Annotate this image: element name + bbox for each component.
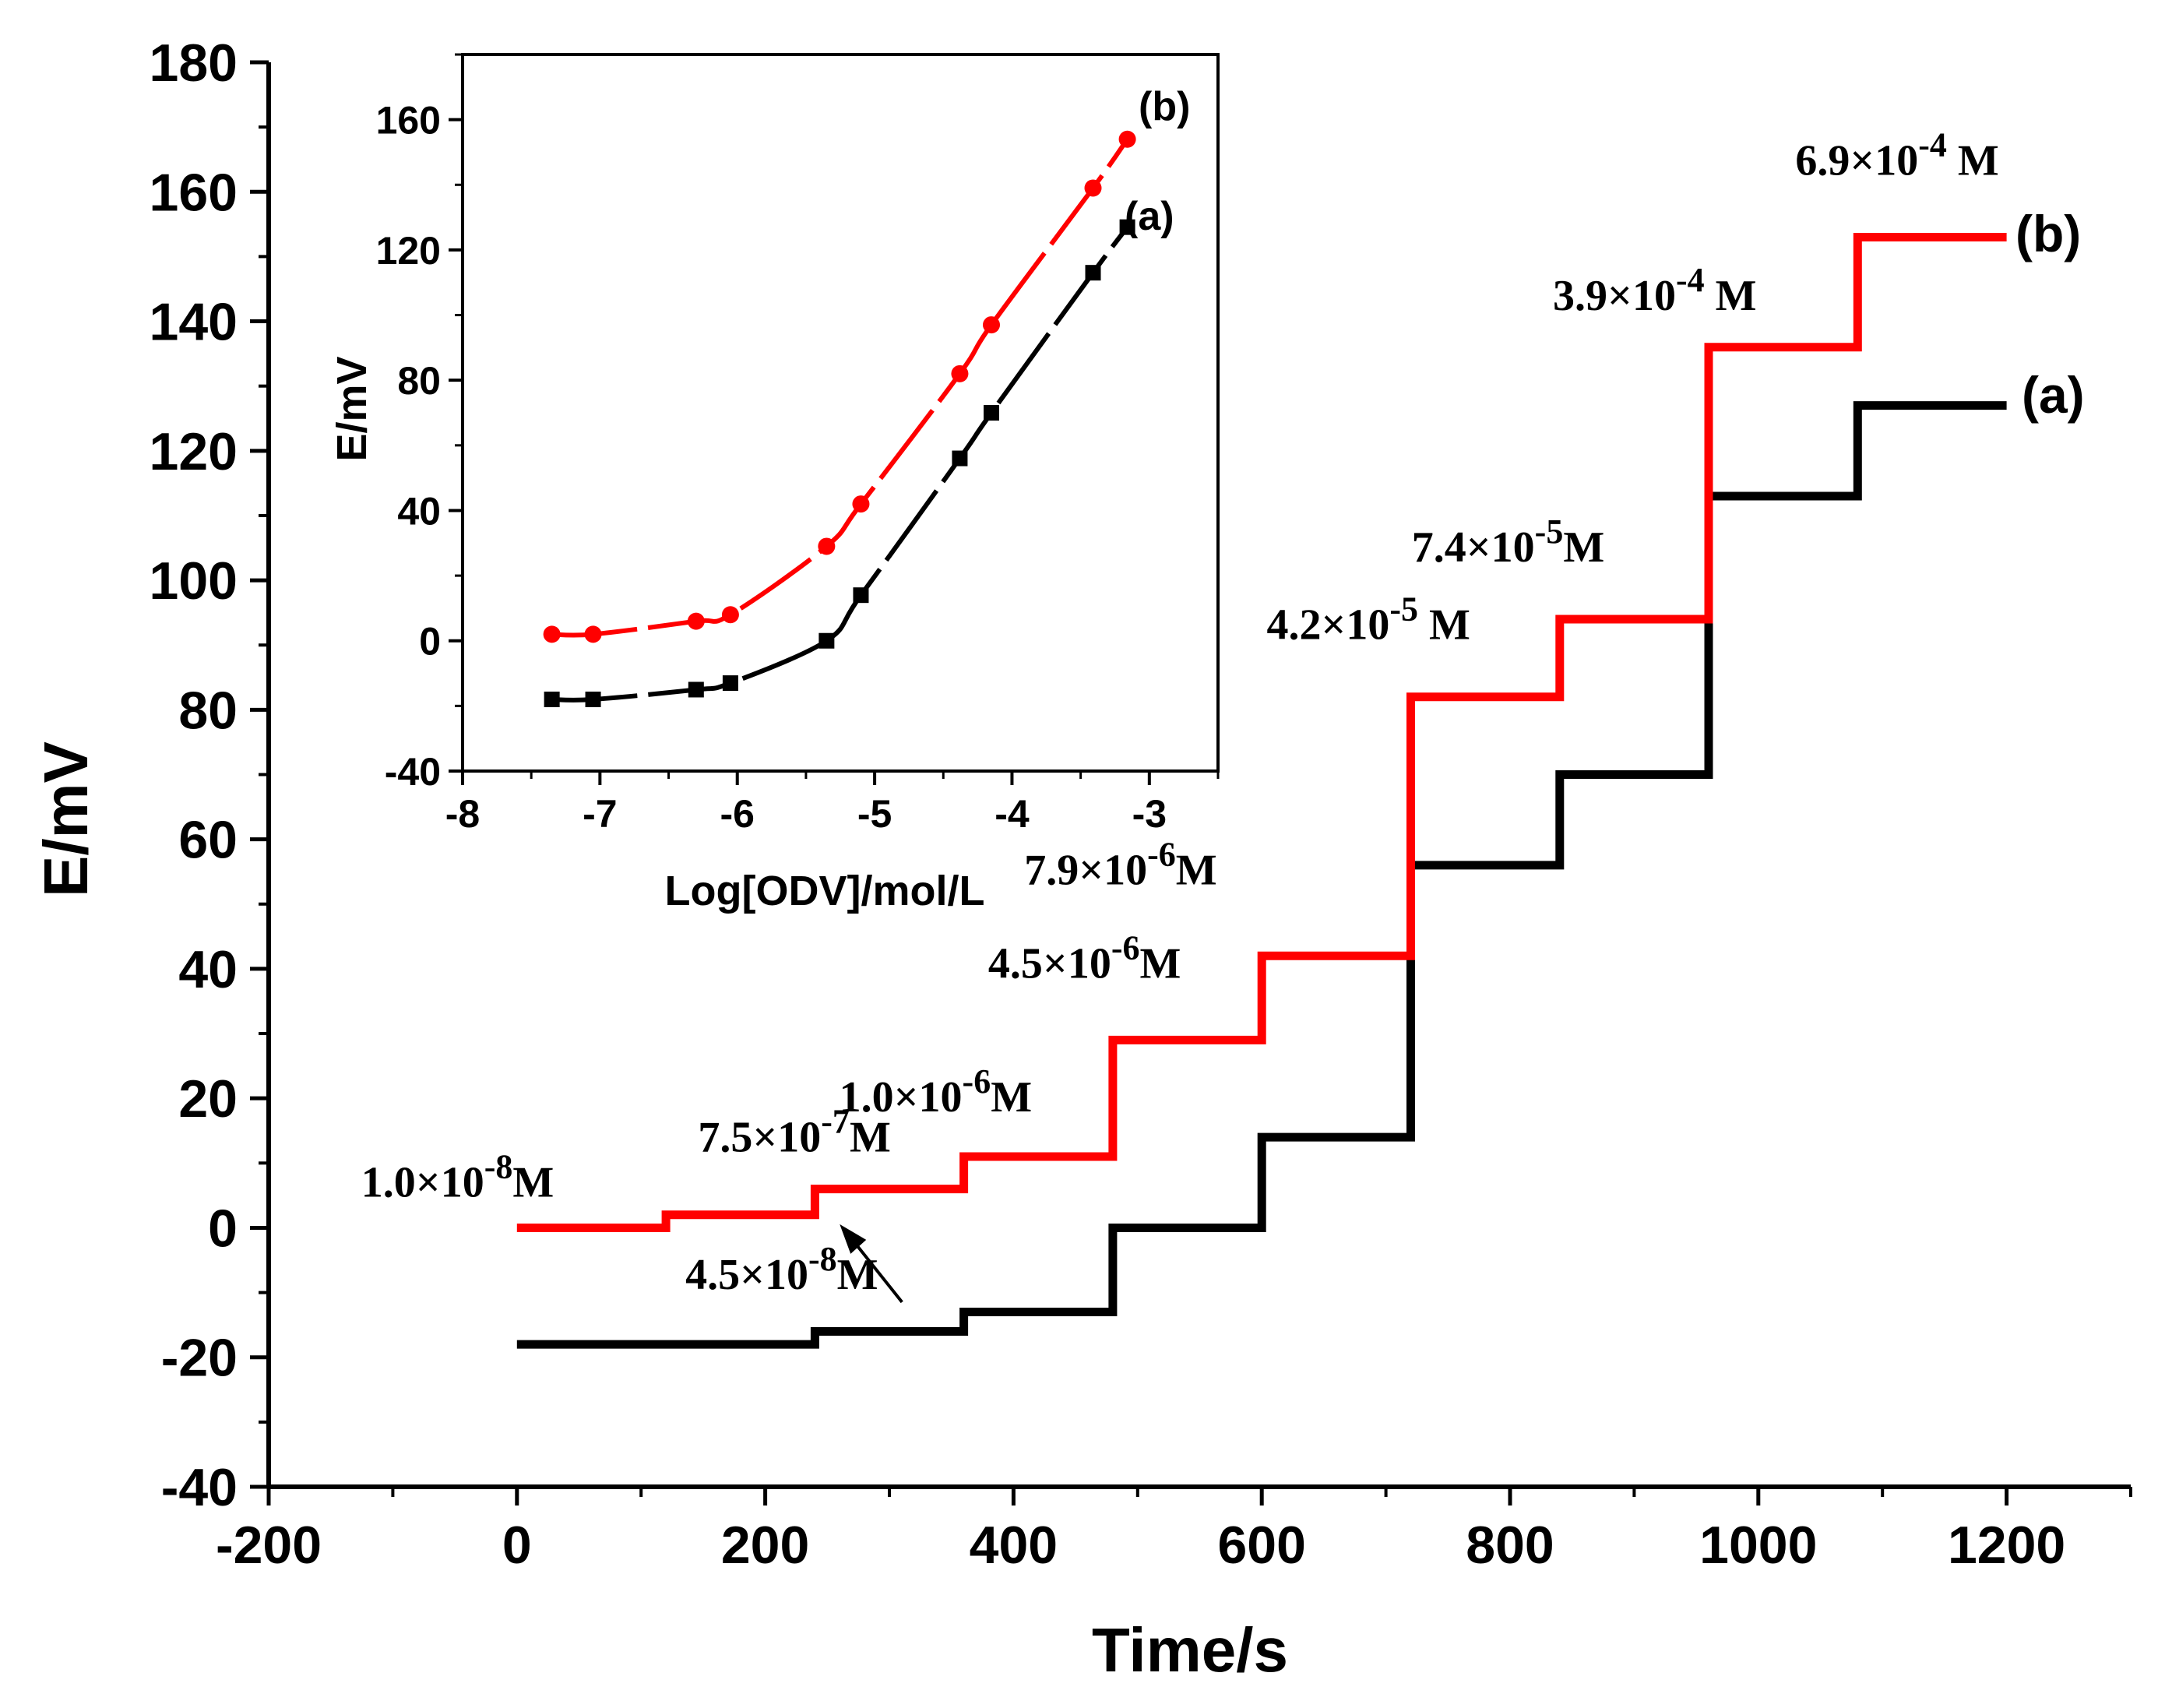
inset-background [463, 55, 1218, 771]
main-y-tick-label: 120 [150, 422, 238, 481]
inset-chart: -8 -7 -6 -5 -4 -3 -40 0 40 80 120 160 Log[ODV]/mol/… [329, 53, 1220, 914]
main-x-tick-label: 0 [502, 1516, 532, 1575]
inset-series-b-marker [721, 606, 739, 624]
inset-series-a-label: (a) [1125, 194, 1174, 239]
inset-y-tick-label: 80 [397, 359, 441, 403]
main-y-tick-label: 0 [208, 1199, 238, 1258]
inset-x-tick-label: -6 [720, 792, 754, 836]
inset-y-tick-label: 40 [397, 489, 441, 533]
inset-series-a-marker [544, 692, 560, 707]
main-series-layer [516, 233, 2007, 1349]
main-chart: -200 0 200 400 600 800 1000 1200-40-20020406080… [31, 33, 2132, 1685]
inset-series-a-marker [984, 405, 999, 421]
series-a-step-line [516, 401, 2007, 1349]
inset-series-layer [543, 130, 1136, 707]
inset-series-a-marker [853, 587, 869, 604]
concentration-label: 6.9×10-4 M [1795, 125, 1998, 185]
series-b-step-line [516, 233, 2007, 1232]
inset-series-a-marker [952, 450, 968, 467]
inset-y-tick-label: 160 [376, 99, 441, 143]
main-x-tick-label: 200 [721, 1516, 809, 1575]
main-y-tick-label: 40 [178, 940, 238, 999]
concentration-label: 4.2×10-5 M [1266, 590, 1470, 650]
main-y-axis-title: E/mV [31, 741, 100, 897]
inset-x-tick-label: -7 [583, 792, 617, 836]
main-x-tick-label: 1000 [1699, 1516, 1817, 1575]
concentration-label: 3.9×10-4 M [1553, 261, 1756, 320]
main-y-tick-label: -20 [161, 1329, 238, 1388]
inset-series-a-marker [1085, 265, 1101, 281]
inset-axes-layer: -8 -7 -6 -5 -4 -3 -40 0 40 80 120 160 [376, 53, 1220, 836]
main-y-tick-label: 60 [178, 811, 238, 870]
inset-series-a-marker [1119, 219, 1135, 235]
inset-y-tick-label: 0 [419, 620, 441, 664]
concentration-label: 1.0×10-8M [361, 1147, 554, 1206]
inset-series-b-label: (b) [1139, 84, 1190, 129]
concentration-label: 7.5×10-7M [698, 1103, 890, 1162]
inset-x-axis-title: Log[ODV]/mol/L [665, 868, 985, 914]
main-axes-layer: -200 0 200 400 600 800 1000 1200-40-20020406080… [150, 33, 2132, 1575]
annotation-arrow-head [840, 1224, 867, 1254]
inset-series-b-marker [852, 495, 870, 513]
inset-x-tick-label: -5 [857, 792, 892, 836]
inset-y-tick-label: -40 [385, 750, 441, 794]
inset-x-tick-label: -8 [445, 792, 480, 836]
inset-series-b-marker [1118, 130, 1136, 148]
inset-series-b-marker [1084, 179, 1102, 197]
inset-series-a-marker [722, 675, 738, 692]
main-arrow-layer [840, 1224, 903, 1304]
inset-series-b-marker [687, 612, 705, 630]
concentration-label: 4.5×10-6M [988, 928, 1181, 988]
main-y-tick-label: 20 [178, 1069, 238, 1129]
series-b-label: (b) [2015, 205, 2081, 262]
main-y-tick-label: 100 [150, 551, 238, 611]
concentration-label: 7.9×10-6M [1024, 835, 1216, 894]
inset-x-tick-label: -3 [1132, 792, 1167, 836]
inset-series-b-curve [551, 137, 1130, 638]
inset-series-a-marker [585, 692, 601, 707]
main-y-tick-label: -40 [161, 1458, 238, 1517]
main-x-tick-label: 600 [1217, 1516, 1305, 1575]
main-x-tick-label: 800 [1466, 1516, 1554, 1575]
main-x-axis-title: Time/s [1092, 1615, 1288, 1685]
concentration-label: 7.4×10-5M [1412, 512, 1604, 572]
inset-y-axis-title: E/mV [329, 356, 375, 461]
main-annotations-layer: 1.0×10-8M 4.5×10-8M 7.5×10-7M1.0×10-6M 4.5×… [361, 125, 1999, 1298]
inset-frame [461, 53, 1220, 773]
inset-series-b-marker [983, 316, 1000, 334]
inset-series-b-marker [584, 625, 602, 643]
inset-series-a-marker [688, 681, 704, 698]
main-y-tick-label: 180 [150, 33, 238, 93]
concentration-label: 4.5×10-8M [685, 1240, 878, 1299]
main-x-tick-label: 1200 [1948, 1516, 2065, 1575]
series-a-label: (a) [2022, 366, 2085, 424]
main-x-tick-label: 400 [970, 1516, 1058, 1575]
inset-series-b-marker [951, 364, 969, 382]
main-x-tick-label: -200 [216, 1516, 322, 1575]
main-y-tick-label: 140 [150, 293, 238, 352]
main-y-tick-label: 160 [150, 163, 238, 222]
inset-series-b-marker [543, 625, 561, 643]
main-y-tick-label: 80 [178, 681, 238, 740]
inset-series-b-marker [818, 537, 836, 555]
inset-x-tick-label: -4 [995, 792, 1030, 836]
inset-series-a-marker [818, 632, 835, 649]
concentration-label: 1.0×10-6M [840, 1062, 1032, 1122]
inset-y-tick-label: 120 [376, 229, 441, 273]
